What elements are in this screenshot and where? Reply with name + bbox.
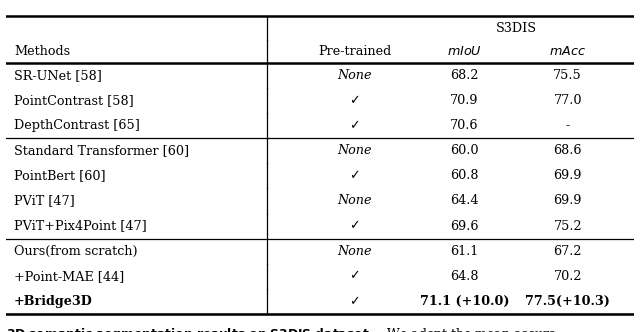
Text: Ours(from scratch): Ours(from scratch)	[14, 245, 138, 258]
Text: $mIoU$: $mIoU$	[447, 45, 482, 58]
Text: 67.2: 67.2	[554, 245, 582, 258]
Text: $mAcc$: $mAcc$	[549, 45, 586, 58]
Text: 70.6: 70.6	[450, 119, 479, 132]
Text: None: None	[337, 245, 372, 258]
Text: None: None	[337, 144, 372, 157]
Text: 64.8: 64.8	[450, 270, 479, 283]
Text: 69.9: 69.9	[554, 169, 582, 182]
Text: ✓: ✓	[349, 295, 360, 308]
Text: +Point-MAE [44]: +Point-MAE [44]	[14, 270, 124, 283]
Text: PViT [47]: PViT [47]	[14, 195, 75, 208]
Text: 69.9: 69.9	[554, 195, 582, 208]
Text: 75.5: 75.5	[554, 69, 582, 82]
Text: PointBert [60]: PointBert [60]	[14, 169, 106, 182]
Text: Methods: Methods	[14, 45, 70, 58]
Text: 60.8: 60.8	[450, 169, 479, 182]
Text: S3DIS: S3DIS	[495, 22, 536, 35]
Text: 77.0: 77.0	[554, 94, 582, 107]
Text: ✓: ✓	[349, 94, 360, 107]
Text: DepthContrast [65]: DepthContrast [65]	[14, 119, 140, 132]
Text: 64.4: 64.4	[450, 195, 479, 208]
Text: SR-UNet [58]: SR-UNet [58]	[14, 69, 102, 82]
Text: PointContrast [58]: PointContrast [58]	[14, 94, 134, 107]
Text: 68.6: 68.6	[554, 144, 582, 157]
Text: 60.0: 60.0	[450, 144, 479, 157]
Text: Standard Transformer [60]: Standard Transformer [60]	[14, 144, 189, 157]
Text: ✓: ✓	[349, 169, 360, 182]
Text: None: None	[337, 195, 372, 208]
Text: None: None	[337, 69, 372, 82]
Text: PViT+Pix4Point [47]: PViT+Pix4Point [47]	[14, 219, 147, 232]
Text: Pre-trained: Pre-trained	[318, 45, 391, 58]
Text: 77.5(+10.3): 77.5(+10.3)	[525, 295, 610, 308]
Text: 70.9: 70.9	[450, 94, 479, 107]
Text: +Bridge3D: +Bridge3D	[14, 295, 93, 308]
Text: ✓: ✓	[349, 119, 360, 132]
Text: 75.2: 75.2	[554, 219, 582, 232]
Text: 71.1 (+10.0): 71.1 (+10.0)	[419, 295, 509, 308]
Text: $\mathbf{3D\ semantic\ segmentation\ results\ on\ S3DIS\ dataset.}$$\ $  We adop: $\mathbf{3D\ semantic\ segmentation\ res…	[6, 326, 557, 332]
Text: 70.2: 70.2	[554, 270, 582, 283]
Text: ✓: ✓	[349, 270, 360, 283]
Text: 68.2: 68.2	[450, 69, 479, 82]
Text: 61.1: 61.1	[450, 245, 478, 258]
Text: 69.6: 69.6	[450, 219, 479, 232]
Text: ✓: ✓	[349, 219, 360, 232]
Text: -: -	[566, 119, 570, 132]
